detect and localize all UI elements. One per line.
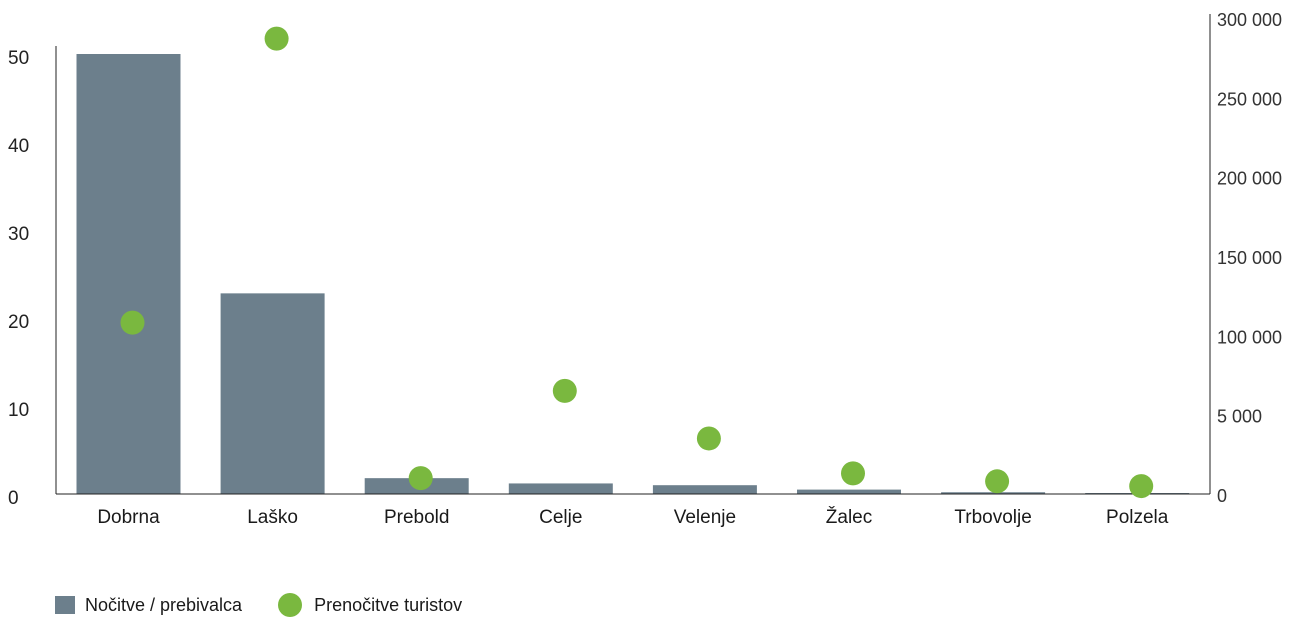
legend-item-bar: Nočitve / prebivalca	[55, 595, 242, 616]
category-labels: Dobrna Laško Prebold Celje Velenje Žalec Trbov…	[97, 506, 1168, 528]
bar-series	[76, 54, 1190, 494]
axes	[55, 14, 1211, 495]
left-tick-label: 40	[8, 136, 29, 157]
bar	[652, 485, 757, 494]
right-axis-ticks: 0 5 000 100 000 150 000 200 000 250 000 300 00…	[1217, 10, 1282, 506]
left-tick-label: 50	[8, 48, 29, 69]
left-axis-ticks: 0 10 20 30 40 50	[8, 48, 29, 509]
scatter-point	[985, 469, 1010, 494]
right-tick-label: 5 000	[1217, 407, 1262, 427]
bar	[508, 483, 613, 494]
right-tick-label: 100 000	[1217, 327, 1282, 347]
scatter-point	[1129, 474, 1154, 499]
right-tick-label: 250 000	[1217, 89, 1282, 109]
bar	[941, 492, 1046, 494]
category-label: Polzela	[1106, 507, 1169, 528]
scatter-point	[696, 426, 721, 451]
right-tick-label: 300 000	[1217, 10, 1282, 30]
legend-dot-label: Prenočitve turistov	[314, 594, 463, 615]
bar	[220, 293, 325, 494]
legend-bar-label: Nočitve / prebivalca	[85, 594, 243, 615]
bar	[76, 54, 181, 494]
category-label: Dobrna	[97, 507, 160, 528]
scatter-series	[120, 26, 1154, 499]
category-label: Celje	[539, 507, 582, 528]
scatter-point	[120, 310, 145, 335]
left-tick-label: 0	[8, 488, 19, 509]
right-tick-label: 200 000	[1217, 169, 1282, 189]
scatter-point	[408, 466, 433, 491]
category-label: Prebold	[384, 507, 450, 528]
scatter-point	[841, 461, 865, 486]
category-label: Žalec	[826, 506, 872, 528]
left-tick-label: 30	[8, 224, 29, 245]
legend-item-dot: Prenočitve turistov	[278, 593, 462, 617]
left-tick-label: 20	[8, 312, 29, 333]
category-label: Trbovolje	[954, 507, 1031, 528]
left-tick-label: 10	[8, 400, 29, 421]
scatter-point	[264, 26, 289, 51]
category-label: Velenje	[674, 507, 736, 528]
bar	[797, 489, 901, 494]
legend-dot-swatch	[278, 593, 303, 617]
right-tick-label: 0	[1217, 486, 1227, 506]
category-label: Laško	[247, 507, 298, 528]
legend-bar-swatch	[55, 596, 75, 614]
legend: Nočitve / prebivalca Prenočitve turistov	[55, 593, 498, 617]
scatter-point	[552, 378, 577, 403]
right-tick-label: 150 000	[1217, 248, 1282, 268]
